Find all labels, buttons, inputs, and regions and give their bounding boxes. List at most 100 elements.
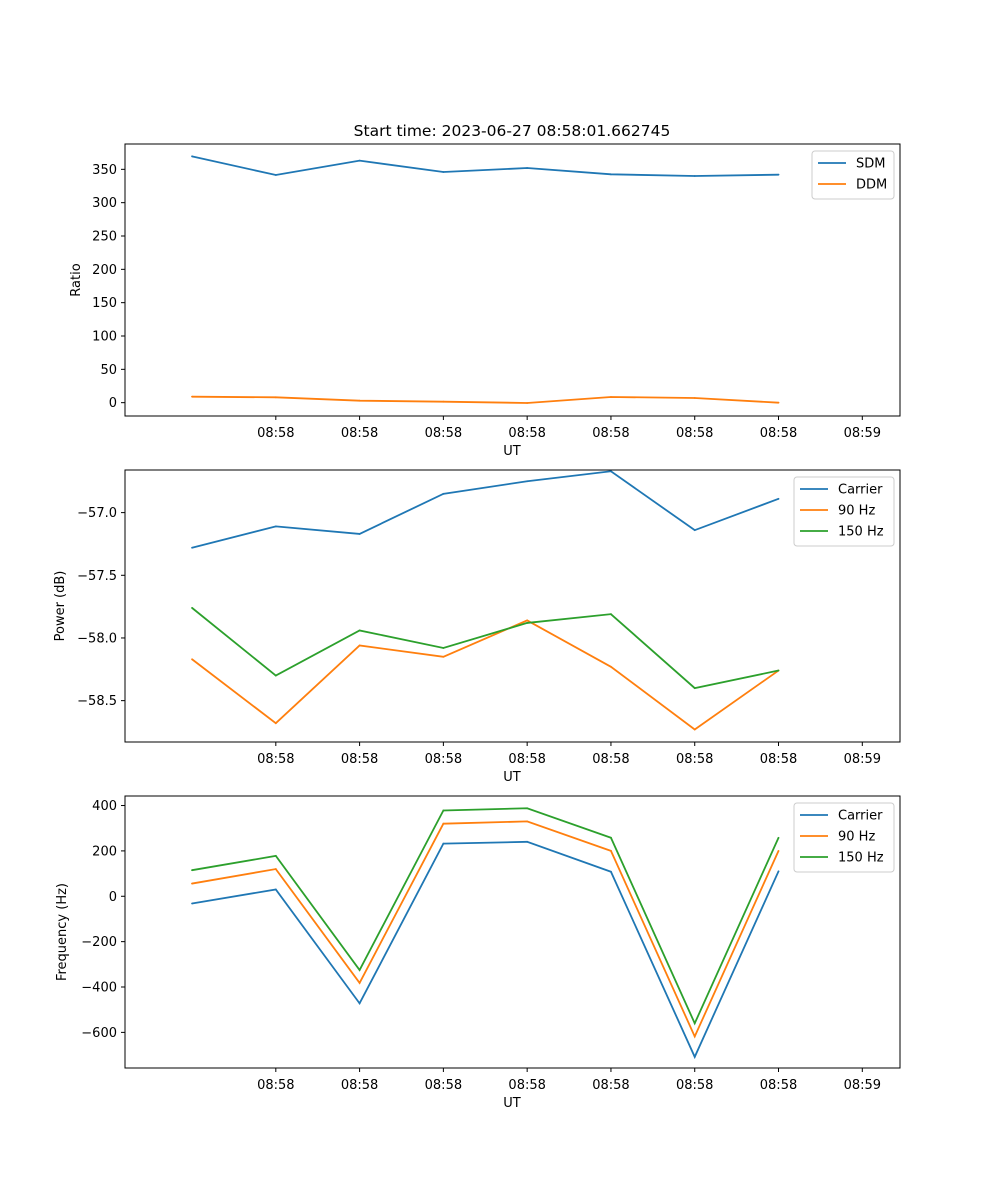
- data-point: [191, 658, 193, 661]
- y-tick-label: −600: [81, 1026, 117, 1041]
- data-point: [274, 174, 277, 176]
- y-tick-label: 250: [92, 230, 117, 245]
- data-point: [777, 849, 780, 852]
- axes-frame: [124, 469, 901, 743]
- data-point: [191, 606, 193, 609]
- data-point: [693, 1055, 696, 1058]
- data-point: [191, 902, 193, 905]
- data-point: [191, 869, 193, 872]
- data-point: [777, 669, 780, 672]
- y-tick-label: 50: [100, 363, 117, 378]
- data-point: [526, 402, 529, 404]
- data-point: [442, 171, 445, 173]
- data-point: [693, 728, 696, 731]
- x-tick-label: 08:58: [760, 1078, 797, 1093]
- data-point: [442, 842, 445, 845]
- data-point: [191, 155, 193, 158]
- data-point: [610, 173, 612, 176]
- y-tick-label: −58.0: [77, 631, 117, 646]
- data-point: [358, 969, 361, 971]
- data-point: [777, 497, 780, 500]
- data-point: [274, 674, 277, 677]
- y-axis-label: Ratio: [69, 263, 84, 296]
- x-tick-label: 08:58: [341, 752, 378, 767]
- data-point: [526, 480, 529, 483]
- y-axis-label: Power (dB): [53, 571, 68, 642]
- legend: SDM DDM: [811, 150, 895, 200]
- data-point: [610, 836, 612, 839]
- data-point: [693, 175, 696, 177]
- y-tick-label: 150: [92, 296, 117, 311]
- subplot-1: 08:58 08:58 08:58 08:58 08:58 08:58 08:58 08:59…: [69, 143, 901, 459]
- legend-label: Carrier: [838, 809, 883, 824]
- data-point: [526, 807, 529, 810]
- x-tick-label: 08:58: [592, 426, 629, 441]
- x-axis-label: UT: [503, 444, 521, 459]
- legend-box: [793, 476, 895, 547]
- data-point: [526, 820, 529, 823]
- series-line-150-hz: [191, 607, 779, 690]
- x-tick-label: 08:59: [844, 426, 881, 441]
- y-tick-label: 350: [92, 163, 117, 178]
- data-point: [777, 870, 780, 873]
- data-point: [358, 629, 361, 632]
- data-point: [693, 687, 696, 690]
- y-tick-label: 0: [109, 396, 117, 411]
- x-tick-label: 08:58: [760, 752, 797, 767]
- data-point: [274, 396, 277, 399]
- data-point: [442, 809, 445, 812]
- data-point: [610, 665, 612, 668]
- data-point: [777, 173, 780, 176]
- y-tick-label: −57.5: [77, 569, 117, 584]
- x-tick-label: 08:58: [760, 426, 797, 441]
- axes-frame: [124, 795, 901, 1069]
- legend-label: 150 Hz: [838, 851, 884, 866]
- x-tick-label: 08:58: [257, 426, 294, 441]
- data-point: [274, 868, 277, 870]
- legend-label: SDM: [856, 157, 885, 172]
- x-tick-label: 08:58: [676, 1078, 713, 1093]
- x-tick-label: 08:58: [425, 426, 462, 441]
- axes-frame: [124, 143, 901, 417]
- x-tick-label: 08:58: [257, 1078, 294, 1093]
- data-point: [274, 525, 277, 528]
- data-point: [526, 167, 529, 169]
- y-tick-label: −58.5: [77, 694, 117, 709]
- x-tick-label: 08:58: [341, 1078, 378, 1093]
- data-point: [358, 982, 361, 984]
- data-point: [693, 529, 696, 532]
- data-point: [442, 655, 445, 658]
- x-tick-label: 08:58: [341, 426, 378, 441]
- x-tick-label: 08:58: [425, 752, 462, 767]
- data-point: [442, 647, 445, 649]
- x-tick-label: 08:58: [508, 426, 545, 441]
- data-point: [693, 397, 696, 399]
- data-point: [191, 395, 193, 398]
- figure-title: Start time: 2023-06-27 08:58:01.662745: [354, 122, 671, 140]
- data-point: [358, 399, 361, 402]
- data-point: [191, 882, 193, 885]
- legend-box: [793, 802, 895, 873]
- legend-label: Carrier: [838, 483, 883, 498]
- data-point: [358, 533, 361, 535]
- data-point: [610, 470, 612, 473]
- x-tick-label: 08:58: [257, 752, 294, 767]
- x-tick-label: 08:58: [425, 1078, 462, 1093]
- y-tick-label: −200: [81, 935, 117, 950]
- data-point: [777, 836, 780, 839]
- y-tick-label: 200: [92, 844, 117, 859]
- series-line-90-hz: [191, 619, 780, 731]
- data-point: [526, 619, 529, 622]
- legend-label: 90 Hz: [838, 830, 875, 845]
- data-point: [610, 870, 612, 873]
- subplot-3: 08:58 08:58 08:58 08:58 08:58 08:58 08:58 08:59…: [55, 795, 901, 1111]
- y-tick-label: 200: [92, 263, 117, 278]
- data-point: [358, 644, 361, 647]
- data-point: [610, 396, 612, 398]
- x-tick-label: 08:58: [592, 1078, 629, 1093]
- series-line-150-hz: [191, 807, 780, 1026]
- data-point: [693, 1022, 696, 1025]
- data-point: [191, 546, 193, 549]
